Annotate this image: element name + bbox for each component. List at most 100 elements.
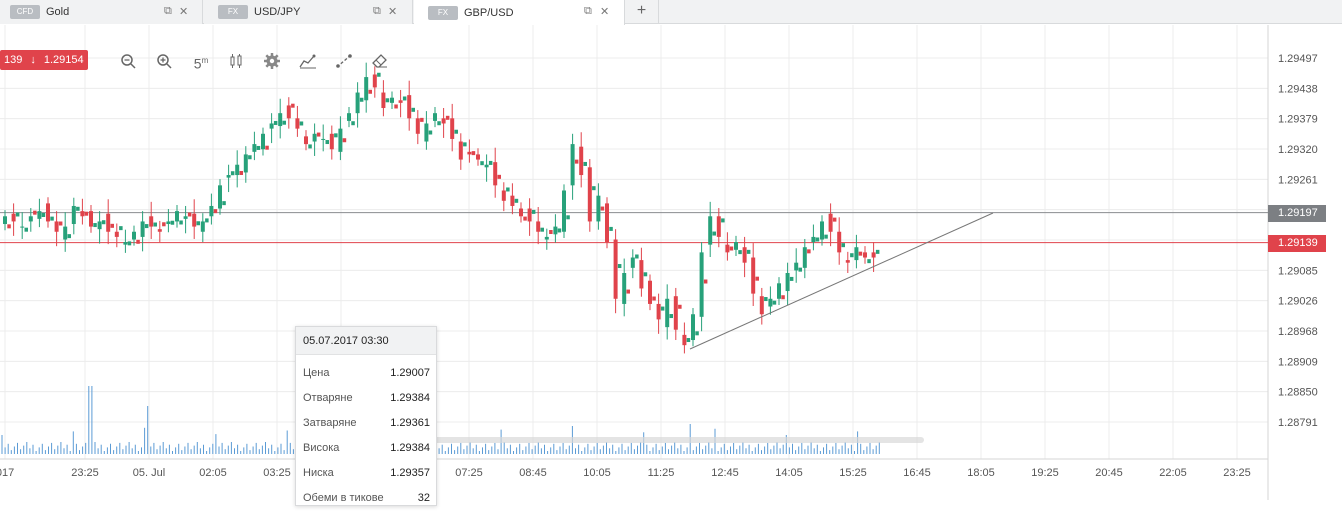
candle-body [15, 212, 20, 217]
candle-body [570, 144, 575, 186]
candle-body [437, 121, 441, 126]
candle-body [299, 121, 304, 126]
x-tick-label: 20:45 [1095, 467, 1123, 479]
tooltip-datetime: 05.07.2017 03:30 [296, 327, 436, 355]
detach-icon[interactable]: ⧉ [164, 5, 172, 17]
candle-body [175, 211, 179, 222]
candle-body [652, 296, 656, 301]
candle-body [67, 234, 71, 239]
candle-body [467, 151, 472, 155]
candle-body [815, 237, 820, 242]
candle-body [347, 113, 351, 121]
candle-body [480, 161, 484, 166]
candle-body [50, 216, 54, 221]
candle-body [721, 218, 725, 223]
candle-body [37, 211, 42, 219]
candle-body [871, 252, 876, 258]
x-tick-label: 02:05 [199, 467, 227, 479]
candles-icon[interactable] [225, 50, 247, 72]
y-tick-label: 1.28850 [1278, 387, 1318, 399]
tooltip-row: Ниска 1.29357 [296, 461, 436, 486]
candle-body [342, 138, 347, 143]
add-tab-button[interactable]: + [625, 0, 659, 24]
candle-body [291, 103, 295, 108]
candle-body [166, 221, 171, 225]
y-tick-label: 1.29497 [1278, 53, 1318, 65]
detach-icon[interactable]: ⧉ [584, 5, 592, 17]
tooltip-row: Цена 1.29007 [296, 361, 436, 386]
candle-body [605, 203, 609, 243]
candle-body [119, 226, 123, 231]
bid-price: 139 [4, 54, 23, 66]
candle-body [243, 154, 248, 173]
candle-body [682, 334, 687, 346]
candle-body [493, 162, 498, 186]
candle-body [557, 228, 562, 233]
ask-price: 1.29154 [43, 54, 84, 66]
candle-body [695, 331, 699, 336]
candle-body [230, 171, 235, 176]
candle-body [3, 216, 7, 225]
candle-body [261, 133, 265, 150]
candle-body [41, 212, 46, 217]
candle-body [222, 201, 226, 206]
candle-body [751, 257, 756, 294]
candle-body [110, 223, 114, 228]
gear-icon[interactable] [261, 50, 283, 72]
candle-body [377, 72, 381, 77]
zoom-out-icon[interactable] [117, 50, 139, 72]
candle-body [837, 231, 842, 253]
candle-body [248, 155, 252, 160]
price-chart[interactable]: 1.29497 1.29438 1.29379 1.29320 1.29261 1.291… [0, 25, 1342, 500]
candle-body [196, 221, 200, 226]
tooltip-row: Висока 1.29384 [296, 436, 436, 461]
eraser-icon[interactable] [369, 50, 391, 72]
candle-body [140, 221, 145, 237]
tab-label: USD/JPY [254, 6, 301, 18]
scrollbar [300, 437, 924, 443]
candle-body [566, 215, 570, 220]
zoom-in-icon[interactable] [153, 50, 175, 72]
candle-body [273, 120, 278, 125]
candle-body [523, 216, 527, 221]
tooltip-value: 1.29384 [390, 442, 430, 454]
candle-body [368, 89, 372, 94]
candle-body [635, 254, 639, 259]
candle-body [411, 107, 415, 112]
tab-badge: FX [428, 5, 458, 20]
timeframe-button[interactable]: 5m [188, 50, 214, 72]
candle-body [858, 251, 863, 256]
candle-body [334, 133, 338, 138]
candle-body [820, 221, 824, 240]
candle-body [179, 220, 183, 225]
candle-body [278, 113, 283, 127]
candle-body [807, 249, 811, 254]
close-icon[interactable]: ✕ [600, 6, 610, 18]
tab-gold[interactable]: CFD Gold ⧉ ✕ [0, 0, 203, 24]
candle-body [286, 105, 291, 119]
candle-body [321, 138, 326, 140]
y-tick-label: 1.29379 [1278, 114, 1318, 126]
candle-body [531, 209, 536, 214]
candle-body [24, 227, 28, 232]
tab-badge: FX [218, 5, 248, 19]
tooltip-value: 32 [417, 492, 430, 504]
tooltip-value: 1.29357 [390, 467, 430, 479]
candle-body [759, 296, 764, 315]
candle-body [209, 205, 214, 217]
indicator-icon[interactable] [297, 50, 319, 72]
candle-body [562, 190, 566, 232]
y-tick-label: 1.29026 [1278, 296, 1318, 308]
candle-body [536, 221, 541, 232]
candle-body [132, 231, 136, 240]
detach-icon[interactable]: ⧉ [373, 5, 381, 17]
bid-ask-widget[interactable]: 139 ↓ 1.29154 [0, 50, 88, 70]
close-icon[interactable]: ✕ [388, 6, 398, 18]
candle-body [364, 77, 369, 101]
drawing-icon[interactable] [333, 50, 355, 72]
tooltip-key: Отваряне [303, 392, 353, 404]
close-icon[interactable]: ✕ [179, 6, 189, 18]
tab-usdjpy[interactable]: FX USD/JPY ⧉ ✕ [204, 0, 413, 24]
tab-gbpusd[interactable]: FX GBP/USD ⧉ ✕ [414, 0, 625, 25]
tab-bar: CFD Gold ⧉ ✕ FX USD/JPY ⧉ ✕ FX GBP/USD ⧉… [0, 0, 1342, 25]
